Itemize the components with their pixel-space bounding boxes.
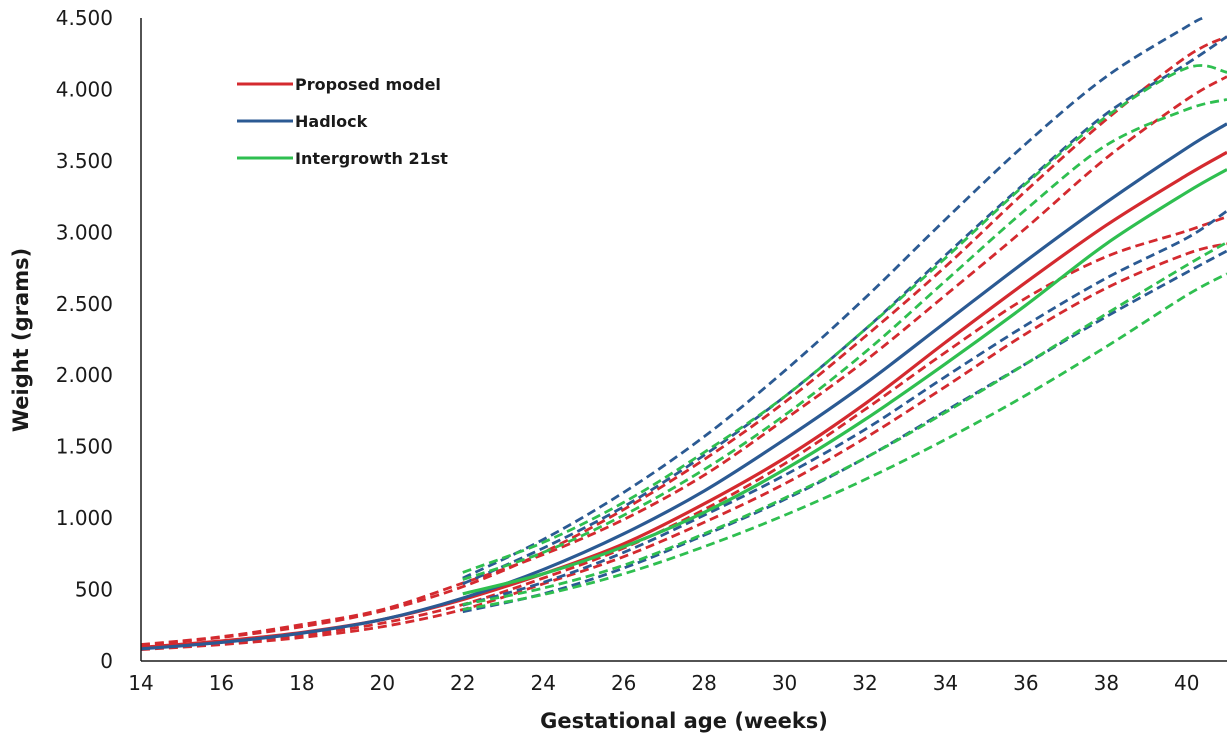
x-tick-label: 36 xyxy=(1013,671,1038,695)
legend: Proposed model Hadlock Intergrowth 21st xyxy=(237,75,448,168)
x-tick-labels: 14 16 18 20 22 24 26 28 30 32 34 36 38 40 xyxy=(128,671,1199,695)
y-tick-label: 3.500 xyxy=(56,149,113,173)
x-tick-label: 28 xyxy=(691,671,716,695)
series-line-6-hadlock-dashed xyxy=(462,16,1204,580)
y-tick-label: 4.000 xyxy=(56,77,113,101)
x-tick-label: 16 xyxy=(209,671,234,695)
series-line-3-proposed-model-dashed xyxy=(140,215,1227,651)
series-line-2-proposed-model-dashed xyxy=(140,75,1227,646)
y-tick-label: 500 xyxy=(75,578,113,602)
series-line-12-intergrowth-dashed xyxy=(462,98,1227,581)
x-tick-label: 34 xyxy=(933,671,958,695)
series-line-8-hadlock-dashed xyxy=(462,209,1227,607)
y-tick-label: 0 xyxy=(100,649,113,673)
legend-label: Intergrowth 21st xyxy=(295,149,448,168)
series-line-0-proposed-model-solid xyxy=(140,150,1227,650)
x-tick-label: 20 xyxy=(370,671,395,695)
series-line-10-intergrowth-21st-solid xyxy=(462,168,1227,596)
legend-label: Hadlock xyxy=(295,112,368,131)
y-tick-labels: 0 500 1.000 1.500 2.000 2.500 3.000 3.500 4.000 4… xyxy=(56,6,113,673)
legend-label: Proposed model xyxy=(295,75,441,94)
y-tick-label: 1.000 xyxy=(56,506,113,530)
plot-lines xyxy=(140,16,1227,651)
x-tick-label: 40 xyxy=(1174,671,1199,695)
x-tick-label: 14 xyxy=(128,671,153,695)
series-line-1-proposed-model-dashed xyxy=(140,35,1227,647)
axes xyxy=(140,18,1227,662)
series-line-14-intergrowth-dashed xyxy=(462,272,1227,611)
x-tick-label: 26 xyxy=(611,671,636,695)
y-tick-label: 2.500 xyxy=(56,292,113,316)
x-tick-label: 22 xyxy=(450,671,475,695)
y-tick-label: 1.500 xyxy=(56,435,113,459)
x-tick-label: 32 xyxy=(852,671,877,695)
series-line-4-proposed-model-dashed xyxy=(140,242,1227,651)
series-line-7-hadlock-dashed xyxy=(462,35,1227,586)
y-tick-label: 3.000 xyxy=(56,220,113,244)
x-axis-title: Gestational age (weeks) xyxy=(540,709,828,733)
x-tick-label: 18 xyxy=(289,671,314,695)
series-line-11-intergrowth-dashed xyxy=(462,64,1227,574)
y-tick-label: 4.500 xyxy=(56,6,113,30)
series-line-5-hadlock-solid xyxy=(140,122,1227,651)
y-axis-title: Weight (grams) xyxy=(9,248,33,432)
x-tick-label: 24 xyxy=(530,671,555,695)
y-tick-label: 2.000 xyxy=(56,363,113,387)
x-tick-label: 38 xyxy=(1094,671,1119,695)
x-tick-label: 30 xyxy=(772,671,797,695)
